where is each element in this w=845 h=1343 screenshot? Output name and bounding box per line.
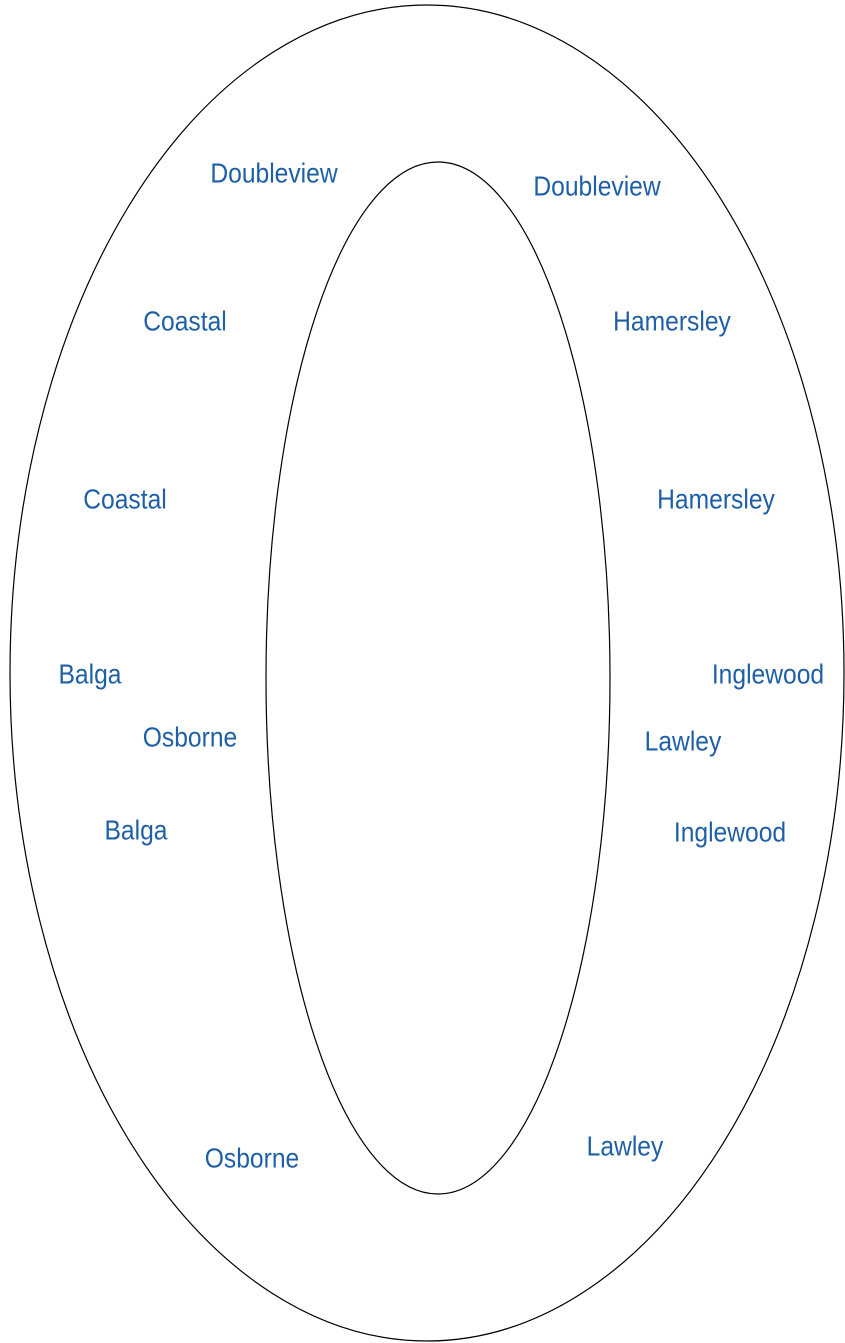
inner-ring bbox=[265, 161, 611, 1195]
ring-label: Balga bbox=[59, 658, 122, 690]
ring-label: Lawley bbox=[645, 725, 722, 757]
ring-label: Hamersley bbox=[657, 483, 775, 515]
ring-label: Inglewood bbox=[674, 816, 786, 848]
ring-label: Osborne bbox=[205, 1142, 299, 1174]
ring-label: Coastal bbox=[143, 305, 227, 337]
outer-ring bbox=[9, 4, 845, 1342]
ring-label: Hamersley bbox=[613, 305, 731, 337]
ring-label: Inglewood bbox=[712, 658, 824, 690]
ring-label: Coastal bbox=[83, 483, 167, 515]
ring-label: Doubleview bbox=[210, 157, 338, 189]
ring-label: Lawley bbox=[587, 1130, 664, 1162]
ring-label: Balga bbox=[105, 814, 168, 846]
ring-label: Doubleview bbox=[533, 170, 661, 202]
ring-label: Osborne bbox=[143, 721, 237, 753]
